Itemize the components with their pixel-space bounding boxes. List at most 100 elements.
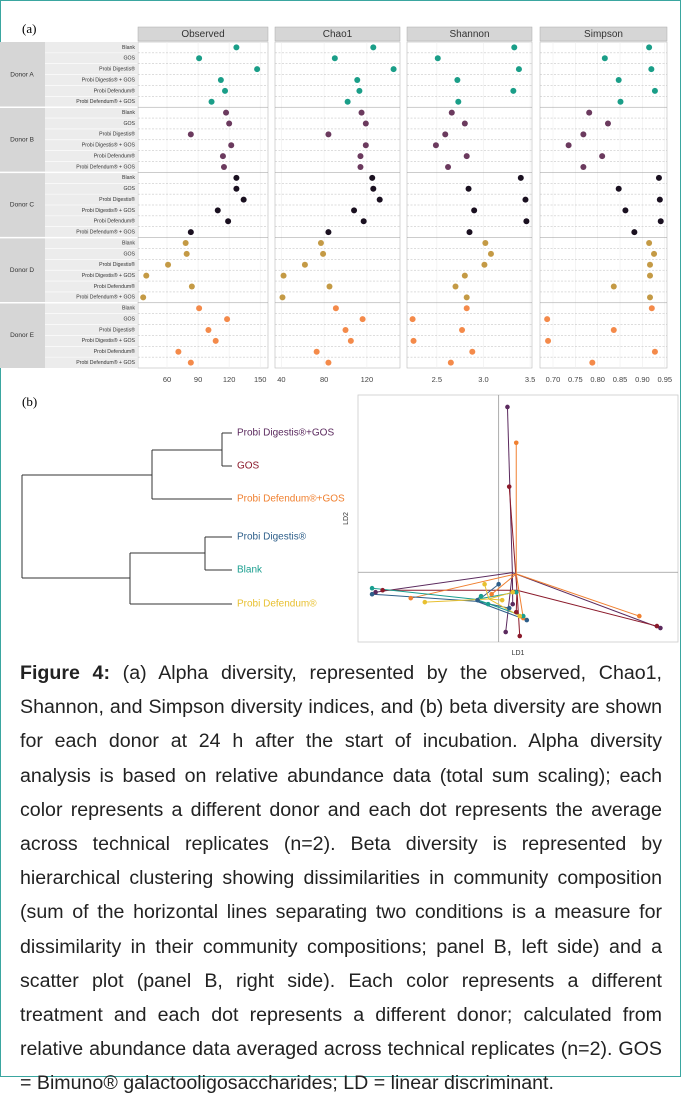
- dot: [359, 110, 365, 116]
- dot: [455, 99, 461, 105]
- dot: [377, 197, 383, 203]
- row-label: Probi Digestis® + GOS: [82, 272, 136, 279]
- point: [510, 602, 515, 607]
- dot: [488, 251, 494, 257]
- dot: [647, 273, 653, 279]
- point: [514, 441, 519, 446]
- row-label: Probi Defendum® + GOS: [76, 294, 135, 301]
- row-label: Probi Digestis®: [99, 261, 135, 268]
- donor-label: Donor B: [10, 137, 34, 144]
- dot: [188, 360, 194, 366]
- dot: [656, 175, 662, 181]
- dot: [318, 240, 324, 246]
- point: [500, 598, 505, 603]
- dot: [467, 229, 473, 235]
- dot: [545, 338, 551, 344]
- panel-label: (b): [22, 394, 37, 409]
- point: [496, 582, 501, 587]
- leaf-label: Probi Digestis®: [237, 532, 307, 543]
- row-label: Probi Digestis® + GOS: [82, 207, 136, 214]
- row-label: Probi Digestis® + GOS: [82, 142, 136, 149]
- row-label: Probi Defendum®: [94, 152, 135, 159]
- dot: [357, 164, 363, 170]
- dot: [459, 327, 465, 333]
- point: [370, 586, 375, 591]
- dot: [279, 294, 285, 300]
- x-tick-label: 3.0: [478, 375, 488, 384]
- x-tick-label: 150: [254, 375, 267, 384]
- leaf-label: Probi Digestis®+GOS: [237, 428, 334, 439]
- dot: [209, 99, 215, 105]
- row-label: Probi Defendum® + GOS: [76, 359, 135, 366]
- dot: [516, 66, 522, 72]
- dot: [464, 153, 470, 159]
- dot: [442, 131, 448, 137]
- row-label: Probi Defendum®: [94, 283, 135, 290]
- row-label: Probi Digestis® + GOS: [82, 76, 136, 83]
- dot: [224, 316, 230, 322]
- dot: [143, 273, 149, 279]
- dot: [226, 121, 232, 127]
- point: [507, 484, 512, 489]
- donor-label: Donor C: [10, 202, 35, 209]
- x-tick-label: 40: [277, 375, 285, 384]
- dot: [454, 77, 460, 83]
- dot: [647, 262, 653, 268]
- dot: [435, 55, 441, 61]
- dot: [363, 121, 369, 127]
- row-label: Blank: [122, 175, 135, 181]
- point: [517, 634, 522, 639]
- dot: [631, 229, 637, 235]
- dot: [233, 175, 239, 181]
- x-tick-label: 0.95: [657, 375, 672, 384]
- dot: [522, 197, 528, 203]
- row-label: GOS: [123, 56, 135, 62]
- x-tick-label: 120: [361, 375, 374, 384]
- row-label: Probi Defendum® + GOS: [76, 229, 135, 236]
- row-label: GOS: [123, 121, 135, 127]
- dot: [602, 55, 608, 61]
- dot: [448, 360, 454, 366]
- point: [655, 624, 660, 629]
- dot: [325, 131, 331, 137]
- dot: [616, 186, 622, 192]
- dot: [326, 284, 332, 290]
- dot: [611, 327, 617, 333]
- dot: [464, 305, 470, 311]
- dot: [183, 240, 189, 246]
- dendrogram-labels: Probi Digestis®+GOS GOS Probi Defendum®+…: [237, 428, 345, 610]
- point: [507, 606, 512, 611]
- dot: [449, 110, 455, 116]
- dot: [646, 44, 652, 50]
- dot: [348, 338, 354, 344]
- dot: [616, 77, 622, 83]
- row-label: Probi Defendum®: [94, 87, 135, 94]
- dot: [411, 338, 417, 344]
- x-tick-label: 0.70: [546, 375, 561, 384]
- dot: [464, 294, 470, 300]
- dot: [361, 218, 367, 224]
- branch: [130, 553, 232, 604]
- dot: [188, 229, 194, 235]
- dot: [652, 88, 658, 94]
- dot: [481, 262, 487, 268]
- dot: [410, 316, 416, 322]
- dot: [611, 284, 617, 290]
- dot: [648, 66, 654, 72]
- x-tick-label: 90: [194, 375, 202, 384]
- row-label: Probi Defendum® + GOS: [76, 163, 135, 170]
- row-label: Probi Digestis®: [99, 196, 135, 203]
- point: [514, 610, 519, 615]
- row-label: Blank: [122, 306, 135, 312]
- x-tick-label: 120: [223, 375, 236, 384]
- dot: [646, 240, 652, 246]
- branch: [152, 450, 232, 499]
- dot: [580, 164, 586, 170]
- dot: [445, 164, 451, 170]
- row-label: GOS: [123, 316, 135, 322]
- dot: [462, 273, 468, 279]
- point: [475, 598, 480, 603]
- dot: [363, 142, 369, 148]
- donor-label: Donor A: [10, 71, 34, 78]
- dot: [189, 284, 195, 290]
